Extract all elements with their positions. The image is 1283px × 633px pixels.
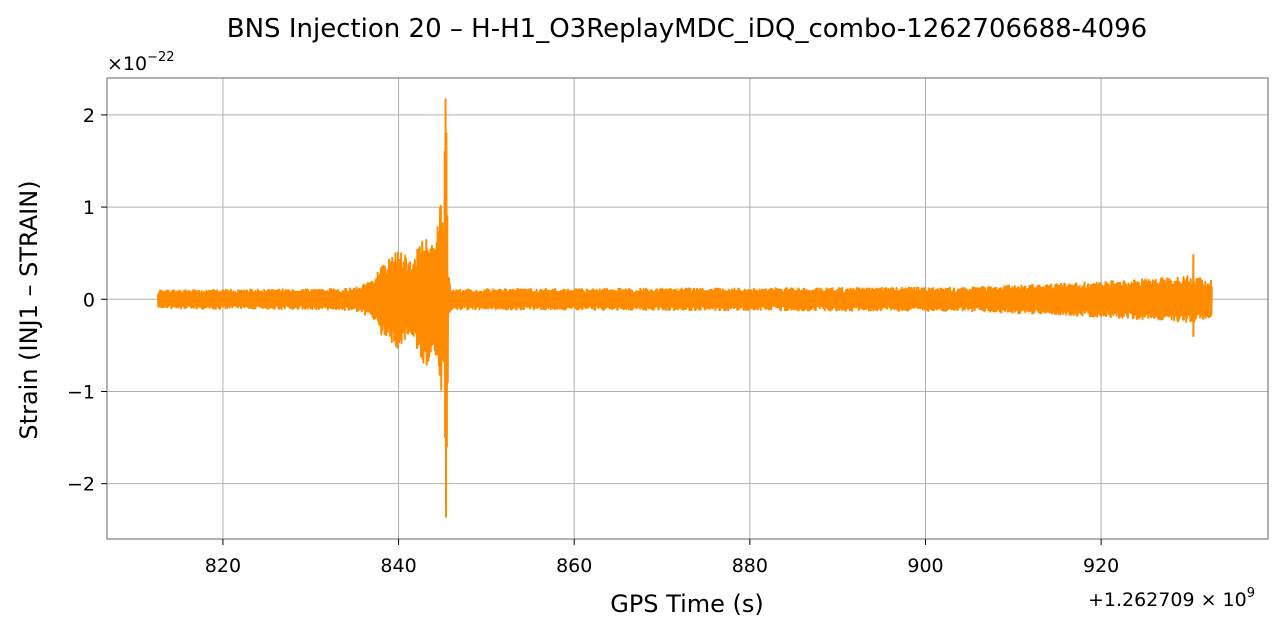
x-axis: 820 840 860 880 900 920: [205, 539, 1119, 577]
y-tick-label: 1: [83, 197, 95, 219]
x-offset-exponent: 9: [1247, 586, 1255, 601]
y-tick-label: −1: [67, 381, 95, 403]
x-axis-label: GPS Time (s): [610, 590, 764, 618]
y-tick-label: 0: [83, 289, 95, 311]
plot-frame: [106, 77, 1269, 540]
x-offset-base: +1.262709 × 10: [1088, 589, 1247, 611]
series-line: [156, 98, 1213, 518]
y-scale-exponent: −22: [147, 50, 174, 65]
x-tick-label: 820: [205, 555, 241, 577]
x-offset-label: +1.262709 × 109: [1088, 586, 1255, 611]
y-axis-label: Strain (INJ1 – STRAIN): [15, 180, 43, 439]
x-tick-label: 860: [556, 555, 592, 577]
x-tick-label: 920: [1083, 555, 1119, 577]
chart-title: BNS Injection 20 – H-H1_O3ReplayMDC_iDQ_…: [227, 14, 1147, 44]
y-scale-base: ×10: [107, 53, 147, 75]
y-scale-label: ×10−22: [107, 50, 175, 75]
x-tick-label: 880: [732, 555, 768, 577]
y-axis: −2 −1 0 1 2: [67, 105, 107, 496]
y-tick-label: −2: [67, 474, 95, 496]
strain-series-path: [156, 98, 1213, 518]
x-tick-label: 900: [907, 555, 943, 577]
y-tick-label: 2: [83, 105, 95, 127]
x-tick-label: 840: [380, 555, 416, 577]
